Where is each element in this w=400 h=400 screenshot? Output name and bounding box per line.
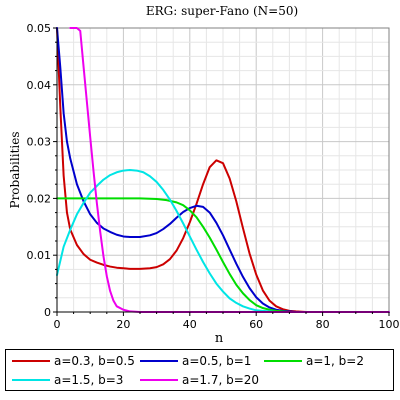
x-tick-label: 60 bbox=[249, 318, 263, 331]
legend-swatch-red bbox=[12, 360, 50, 362]
x-tick-label: 40 bbox=[183, 318, 197, 331]
y-tick-label: 0 bbox=[44, 306, 51, 319]
legend-label: a=1, b=2 bbox=[306, 354, 364, 368]
x-tick-label: 100 bbox=[379, 318, 400, 331]
legend-swatch-cyan bbox=[12, 379, 50, 381]
legend-item: a=0.5, b=1 bbox=[140, 352, 251, 370]
grid bbox=[56, 27, 390, 313]
legend-swatch-blue bbox=[140, 360, 178, 362]
series-line-2 bbox=[56, 27, 390, 313]
legend-label: a=0.3, b=0.5 bbox=[54, 354, 135, 368]
y-tick-label: 0.05 bbox=[27, 22, 52, 35]
legend-label: a=1.5, b=3 bbox=[54, 373, 124, 387]
legend-label: a=0.5, b=1 bbox=[182, 354, 252, 368]
legend-item: a=1, b=2 bbox=[264, 352, 364, 370]
legend-item: a=1.7, b=20 bbox=[140, 371, 259, 389]
x-axis-label: n bbox=[215, 331, 224, 346]
legend-label: a=1.7, b=20 bbox=[182, 373, 260, 387]
y-tick-label: 0.01 bbox=[27, 249, 52, 262]
legend-swatch-green bbox=[264, 360, 302, 362]
legend: a=0.3, b=0.5 a=0.5, b=1 a=1, b=2 a=1.5, … bbox=[5, 349, 394, 391]
y-tick-label: 0.04 bbox=[27, 79, 52, 92]
legend-item: a=1.5, b=3 bbox=[12, 371, 123, 389]
legend-swatch-magenta bbox=[140, 379, 178, 381]
chart-title: ERG: super-Fano (N=50) bbox=[146, 4, 298, 18]
y-tick-label: 0.02 bbox=[27, 192, 52, 205]
y-axis-label: Probabilities bbox=[8, 132, 22, 209]
legend-item: a=0.3, b=0.5 bbox=[12, 352, 135, 370]
y-tick-label: 0.03 bbox=[27, 136, 52, 149]
x-tick-label: 80 bbox=[316, 318, 330, 331]
x-tick-label: 0 bbox=[54, 318, 61, 331]
axes: 0 20 40 60 80 100 0 0.01 0.02 0.03 0.04 0.05 bbox=[27, 22, 400, 331]
x-tick-label: 20 bbox=[116, 318, 130, 331]
